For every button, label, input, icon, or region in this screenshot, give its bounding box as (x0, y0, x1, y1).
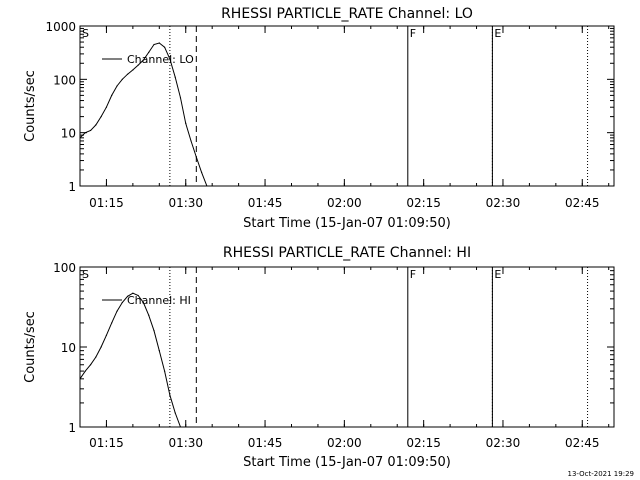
legend-label: Channel: LO (127, 53, 194, 66)
y-tick-label: 100 (53, 261, 76, 275)
plot-frame (79, 266, 615, 428)
y-tick-label: 1 (68, 180, 76, 194)
data-point (163, 46, 166, 48)
data-point (179, 426, 182, 427)
data-point (169, 58, 171, 60)
data-point (89, 364, 92, 366)
x-axis-label: Start Time (15-Jan-07 01:09:50) (243, 455, 451, 470)
generation-timestamp: 13-Oct-2021 19:29 (567, 470, 634, 478)
event-marker-label: F (410, 268, 416, 281)
data-point (190, 140, 192, 142)
data-point (95, 356, 97, 358)
data-point (126, 73, 129, 75)
data-point (84, 370, 86, 372)
data-point (111, 94, 113, 96)
x-tick-label: 02:00 (327, 436, 362, 450)
y-tick-label: 1000 (45, 20, 76, 34)
y-tick-label: 1 (68, 421, 76, 435)
x-tick-label: 02:00 (327, 196, 362, 210)
chart-panel-1: RHESSI PARTICLE_RATE Channel: LO 01:15 01:… (23, 6, 615, 231)
x-tick-label: 02:15 (406, 436, 441, 450)
x-tick-label: 01:45 (248, 196, 283, 210)
chart-title: RHESSI PARTICLE_RATE Channel: HI (223, 245, 471, 261)
data-point (174, 76, 176, 78)
data-point (121, 301, 123, 304)
x-tick-label: 02:45 (565, 436, 600, 450)
x-tick-label: 01:15 (89, 436, 124, 450)
data-point (137, 64, 139, 66)
data-point (121, 78, 123, 80)
data-point (153, 330, 155, 332)
x-axis-label: Start Time (15-Jan-07 01:09:50) (243, 216, 451, 231)
data-point (95, 124, 97, 126)
x-tick-label: 01:15 (89, 196, 124, 210)
data-point (105, 334, 108, 336)
legend-label: Channel: HI (127, 294, 191, 307)
event-marker-label: S (82, 268, 89, 281)
data-point (148, 51, 150, 53)
y-tick-label: 100 (53, 73, 76, 87)
data-point (80, 137, 81, 139)
chart-title: RHESSI PARTICLE_RATE Channel: LO (221, 6, 473, 22)
data-point (153, 43, 155, 46)
data-point (137, 294, 139, 297)
event-marker-label: E (494, 27, 501, 40)
event-marker-label: F (410, 27, 416, 40)
data-point (158, 42, 160, 44)
data-point (142, 301, 145, 304)
x-tick-label: 02:30 (486, 436, 521, 450)
data-point (195, 156, 197, 158)
y-axis-label: Counts/sec (23, 70, 38, 142)
data-point (163, 370, 166, 372)
data-point (179, 97, 182, 99)
event-marker-label: E (494, 268, 501, 281)
data-point (185, 122, 187, 124)
data-point (132, 292, 134, 294)
x-tick-label: 02:15 (406, 196, 441, 210)
event-marker-label: S (82, 27, 89, 40)
data-point (84, 132, 86, 134)
series-line (80, 292, 181, 427)
y-tick-label: 10 (61, 127, 76, 141)
data-point (111, 322, 113, 324)
data-point (80, 378, 81, 380)
data-point (89, 129, 92, 132)
y-tick-label: 10 (61, 341, 76, 355)
data-point (126, 295, 129, 297)
plot-frame (79, 25, 615, 187)
x-tick-label: 01:30 (168, 196, 203, 210)
chart-panel-2: RHESSI PARTICLE_RATE Channel: HI 01:15 01:… (23, 245, 615, 470)
data-point (206, 185, 208, 186)
x-tick-label: 01:30 (168, 436, 203, 450)
data-point (169, 394, 171, 396)
data-point (100, 346, 102, 348)
data-point (132, 69, 134, 71)
data-point (116, 310, 118, 312)
y-axis-label: Counts/sec (23, 311, 38, 383)
x-tick-label: 02:45 (565, 196, 600, 210)
data-point (201, 171, 203, 173)
data-point (148, 314, 150, 316)
data-point (105, 106, 108, 108)
x-tick-label: 02:30 (486, 196, 521, 210)
data-point (174, 412, 176, 414)
x-tick-label: 01:45 (248, 436, 283, 450)
data-point (142, 59, 145, 61)
data-point (100, 116, 102, 118)
data-point (158, 350, 160, 352)
data-point (116, 85, 118, 87)
